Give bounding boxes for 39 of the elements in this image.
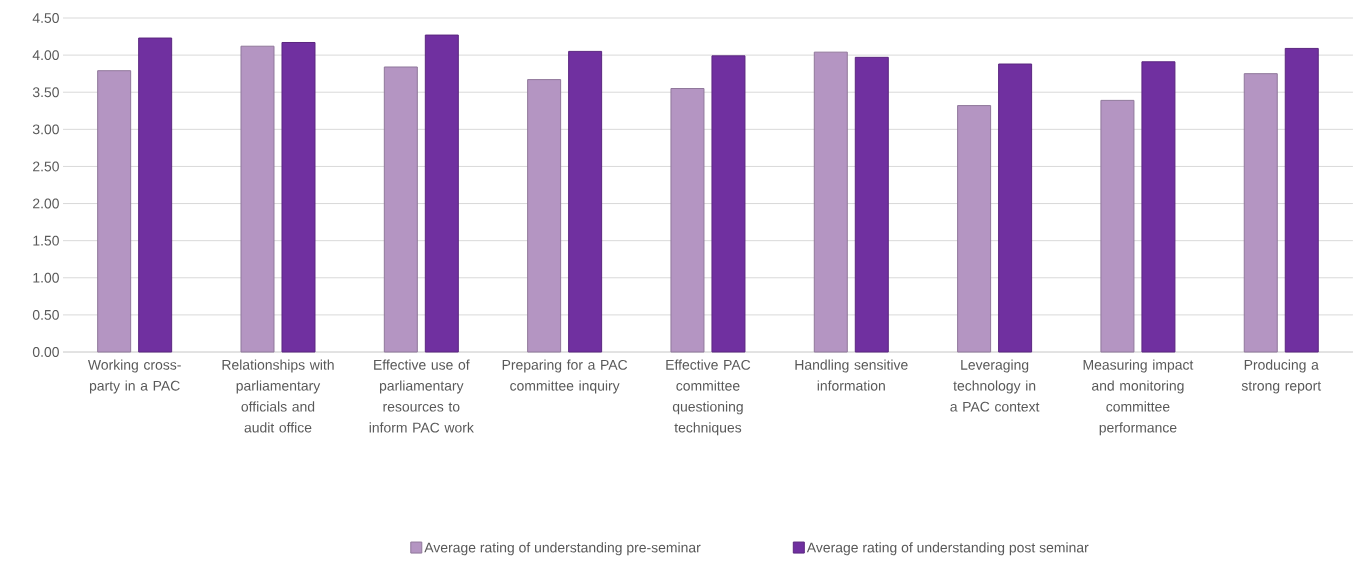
y-tick-label: 4.50 (32, 13, 59, 23)
y-tick-label: 4.00 (32, 50, 59, 61)
bar (138, 37, 173, 353)
x-tick-label: Working cross-party in a PAC (87, 359, 181, 394)
bar (527, 79, 562, 353)
y-tick-label: 2.50 (33, 161, 59, 172)
x-tick-label: Effective use of parliamentary resources to inform PAC work (369, 359, 474, 433)
bar (281, 41, 316, 353)
y-tick-label: 2.00 (33, 198, 59, 209)
y-tick-label: 1.00 (33, 272, 59, 283)
bar (711, 55, 746, 353)
bar (383, 66, 418, 353)
bar (998, 63, 1033, 353)
bar (97, 70, 132, 353)
bar (957, 105, 992, 353)
bar (568, 50, 603, 353)
y-tick-label: 0.50 (32, 309, 59, 320)
bar (240, 45, 275, 353)
bar (1100, 99, 1135, 353)
y-tick-label: 3.50 (32, 87, 59, 98)
x-tick-label: Preparing for a PAC committee inquiry (502, 359, 628, 394)
y-tick-label: 3.00 (32, 124, 59, 135)
bar (1243, 73, 1278, 353)
y-tick-label: 0.00 (32, 347, 59, 357)
bar (813, 51, 848, 353)
x-tick-label: Relationships with parliamentary officials and audit office (222, 359, 334, 433)
x-tick-label: Measuring impact and monitoring committee performance (1083, 359, 1194, 436)
bar (1284, 47, 1319, 353)
y-tick-label: 1.50 (33, 235, 59, 246)
x-tick-label: Effective PAC committee questioning techniques (666, 359, 751, 436)
bar (854, 56, 889, 353)
legend-label: Average rating of understanding post seminar (806, 542, 1089, 556)
x-tick-label: Handling sensitive information (795, 359, 908, 391)
bar (1141, 61, 1176, 353)
x-tick-label: Leveraging technology in a PAC context (950, 359, 1040, 412)
legend-label: Average rating of understanding pre-seminar (424, 542, 701, 556)
x-tick-label: Producing a strong report (1241, 359, 1322, 394)
bar (424, 34, 459, 353)
bar (670, 88, 705, 353)
